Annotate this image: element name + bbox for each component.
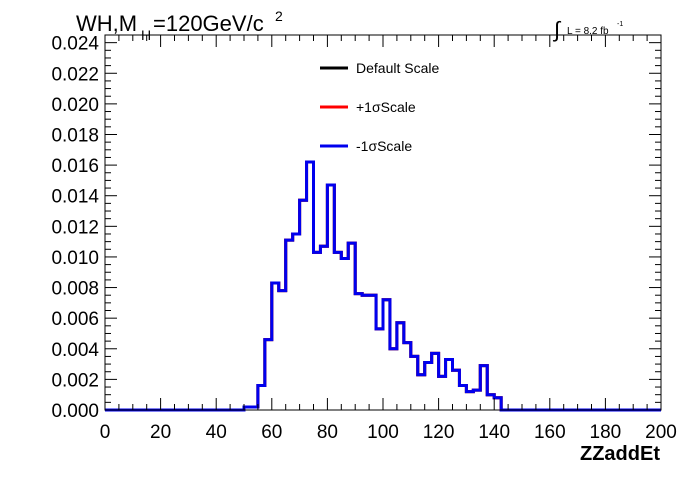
x-tick-label: 60 — [261, 422, 282, 443]
y-tick-label: 0.024 — [51, 34, 99, 55]
x-tick-label: 200 — [645, 422, 677, 443]
luminosity-superscript: -1 — [617, 21, 623, 28]
axes: 0.000 0.002 0.004 0.006 0.008 0.010 0.012 0.014… — [51, 34, 676, 443]
x-tick-label: 120 — [423, 422, 455, 443]
luminosity-text: L = 8.2 fb — [567, 26, 609, 37]
y-tick-label: 0.012 — [51, 217, 99, 238]
x-tick-label: 100 — [367, 422, 399, 443]
chart-title-superscript: 2 — [275, 8, 283, 24]
y-tick-label: 0.020 — [51, 95, 99, 116]
y-tick-label: 0.022 — [51, 64, 99, 85]
y-tick-label: 0.016 — [51, 156, 99, 177]
y-tick-label: 0.014 — [51, 187, 99, 208]
chart-title-main: WH,M — [76, 11, 137, 36]
legend: Default Scale +1σScale -1σScale — [320, 60, 439, 154]
x-tick-label: 0 — [100, 422, 111, 443]
legend-label: -1σScale — [356, 138, 412, 154]
x-tick-label: 20 — [150, 422, 171, 443]
y-tick-label: 0.008 — [51, 279, 99, 300]
y-tick-label: 0.018 — [51, 125, 99, 146]
chart-title-rest: =120GeV/c — [153, 11, 264, 36]
legend-label: +1σScale — [356, 99, 416, 115]
y-tick-label: 0.006 — [51, 309, 99, 330]
luminosity-label: ∫ L = 8.2 fb -1 — [552, 17, 623, 42]
y-tick-label: 0.010 — [51, 248, 99, 269]
y-tick-label: 0.002 — [51, 370, 99, 391]
x-tick-label: 160 — [534, 422, 566, 443]
y-tick-label: 0.004 — [51, 340, 99, 361]
legend-label: Default Scale — [356, 60, 439, 76]
y-tick-label: 0.000 — [51, 401, 99, 422]
x-tick-label: 40 — [206, 422, 227, 443]
x-tick-label: 140 — [478, 422, 510, 443]
x-axis-label: ZZaddEt — [580, 443, 660, 465]
integral-symbol: ∫ — [552, 17, 562, 42]
x-tick-label: 180 — [590, 422, 622, 443]
x-tick-label: 80 — [317, 422, 338, 443]
